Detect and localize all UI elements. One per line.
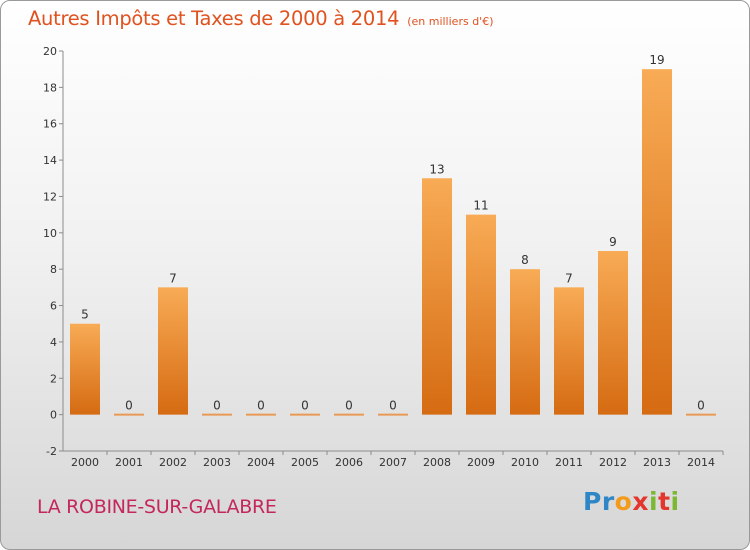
bar-data-label: 7 [565,271,573,285]
bar [70,323,100,415]
y-tick-label: 4 [50,336,57,349]
x-tick-label: 2008 [423,456,451,469]
x-tick-label: 2002 [159,456,187,469]
x-tick-label: 2009 [467,456,495,469]
chart-subtitle: (en milliers d'€) [407,15,494,28]
x-tick-label: 2004 [247,456,275,469]
bar-data-label: 8 [521,253,529,267]
bar [290,413,320,416]
proxiti-logo[interactable]: Proxiti [583,489,680,514]
bar-data-label: 9 [609,235,617,249]
y-tick-label: 0 [50,409,57,422]
bar-data-label: 13 [429,162,444,176]
x-tick-label: 2012 [599,456,627,469]
y-tick-label: 20 [43,45,57,58]
bar [202,413,232,416]
y-tick-label: 8 [50,263,57,276]
x-tick-label: 2011 [555,456,583,469]
bar-data-label: 0 [345,399,353,413]
bar [422,178,452,415]
x-tick-label: 2001 [115,456,143,469]
bar [246,413,276,416]
y-tick-label: 2 [50,372,57,385]
bar-data-label: 0 [257,399,265,413]
bar-data-label: 0 [389,399,397,413]
y-tick-label: 18 [43,81,57,94]
y-tick-label: 16 [43,118,57,131]
logo-letter: o [614,487,633,516]
bar-data-label: 0 [697,399,705,413]
logo-letter: t [658,487,671,516]
bar [554,287,584,415]
y-tick-label: 14 [43,154,57,167]
y-tick-label: -2 [46,445,57,458]
x-tick-label: 2013 [643,456,671,469]
logo-letter: P [583,487,602,516]
x-tick-label: 2007 [379,456,407,469]
bar-data-label: 5 [81,308,89,322]
bar [158,287,188,415]
logo-letter: r [601,487,615,516]
y-tick-label: 10 [43,227,57,240]
y-tick-label: 12 [43,190,57,203]
bar [686,413,716,416]
x-tick-label: 2006 [335,456,363,469]
bar-data-label: 0 [213,399,221,413]
logo-letter: i [670,487,680,516]
bar [598,251,628,415]
bar [642,69,672,415]
bar-data-label: 7 [169,271,177,285]
title-row: Autres Impôts et Taxes de 2000 à 2014 (en… [28,7,493,30]
x-tick-label: 2010 [511,456,539,469]
x-tick-label: 2005 [291,456,319,469]
bar [334,413,364,416]
y-tick-label: 6 [50,300,57,313]
bar-data-label: 11 [473,199,488,213]
bar [510,269,540,415]
logo-letter: x [632,487,649,516]
bar [378,413,408,416]
bar-data-label: 19 [649,53,664,67]
logo-letter: i [649,487,659,516]
commune-name: LA ROBINE-SUR-GALABRE [37,496,277,518]
x-tick-label: 2003 [203,456,231,469]
x-tick-label: 2014 [687,456,715,469]
x-tick-label: 2000 [71,456,99,469]
chart-title: Autres Impôts et Taxes de 2000 à 2014 [28,7,400,30]
bar-data-label: 0 [301,399,309,413]
bar [114,413,144,416]
bar-data-label: 0 [125,399,133,413]
bar [466,214,496,415]
